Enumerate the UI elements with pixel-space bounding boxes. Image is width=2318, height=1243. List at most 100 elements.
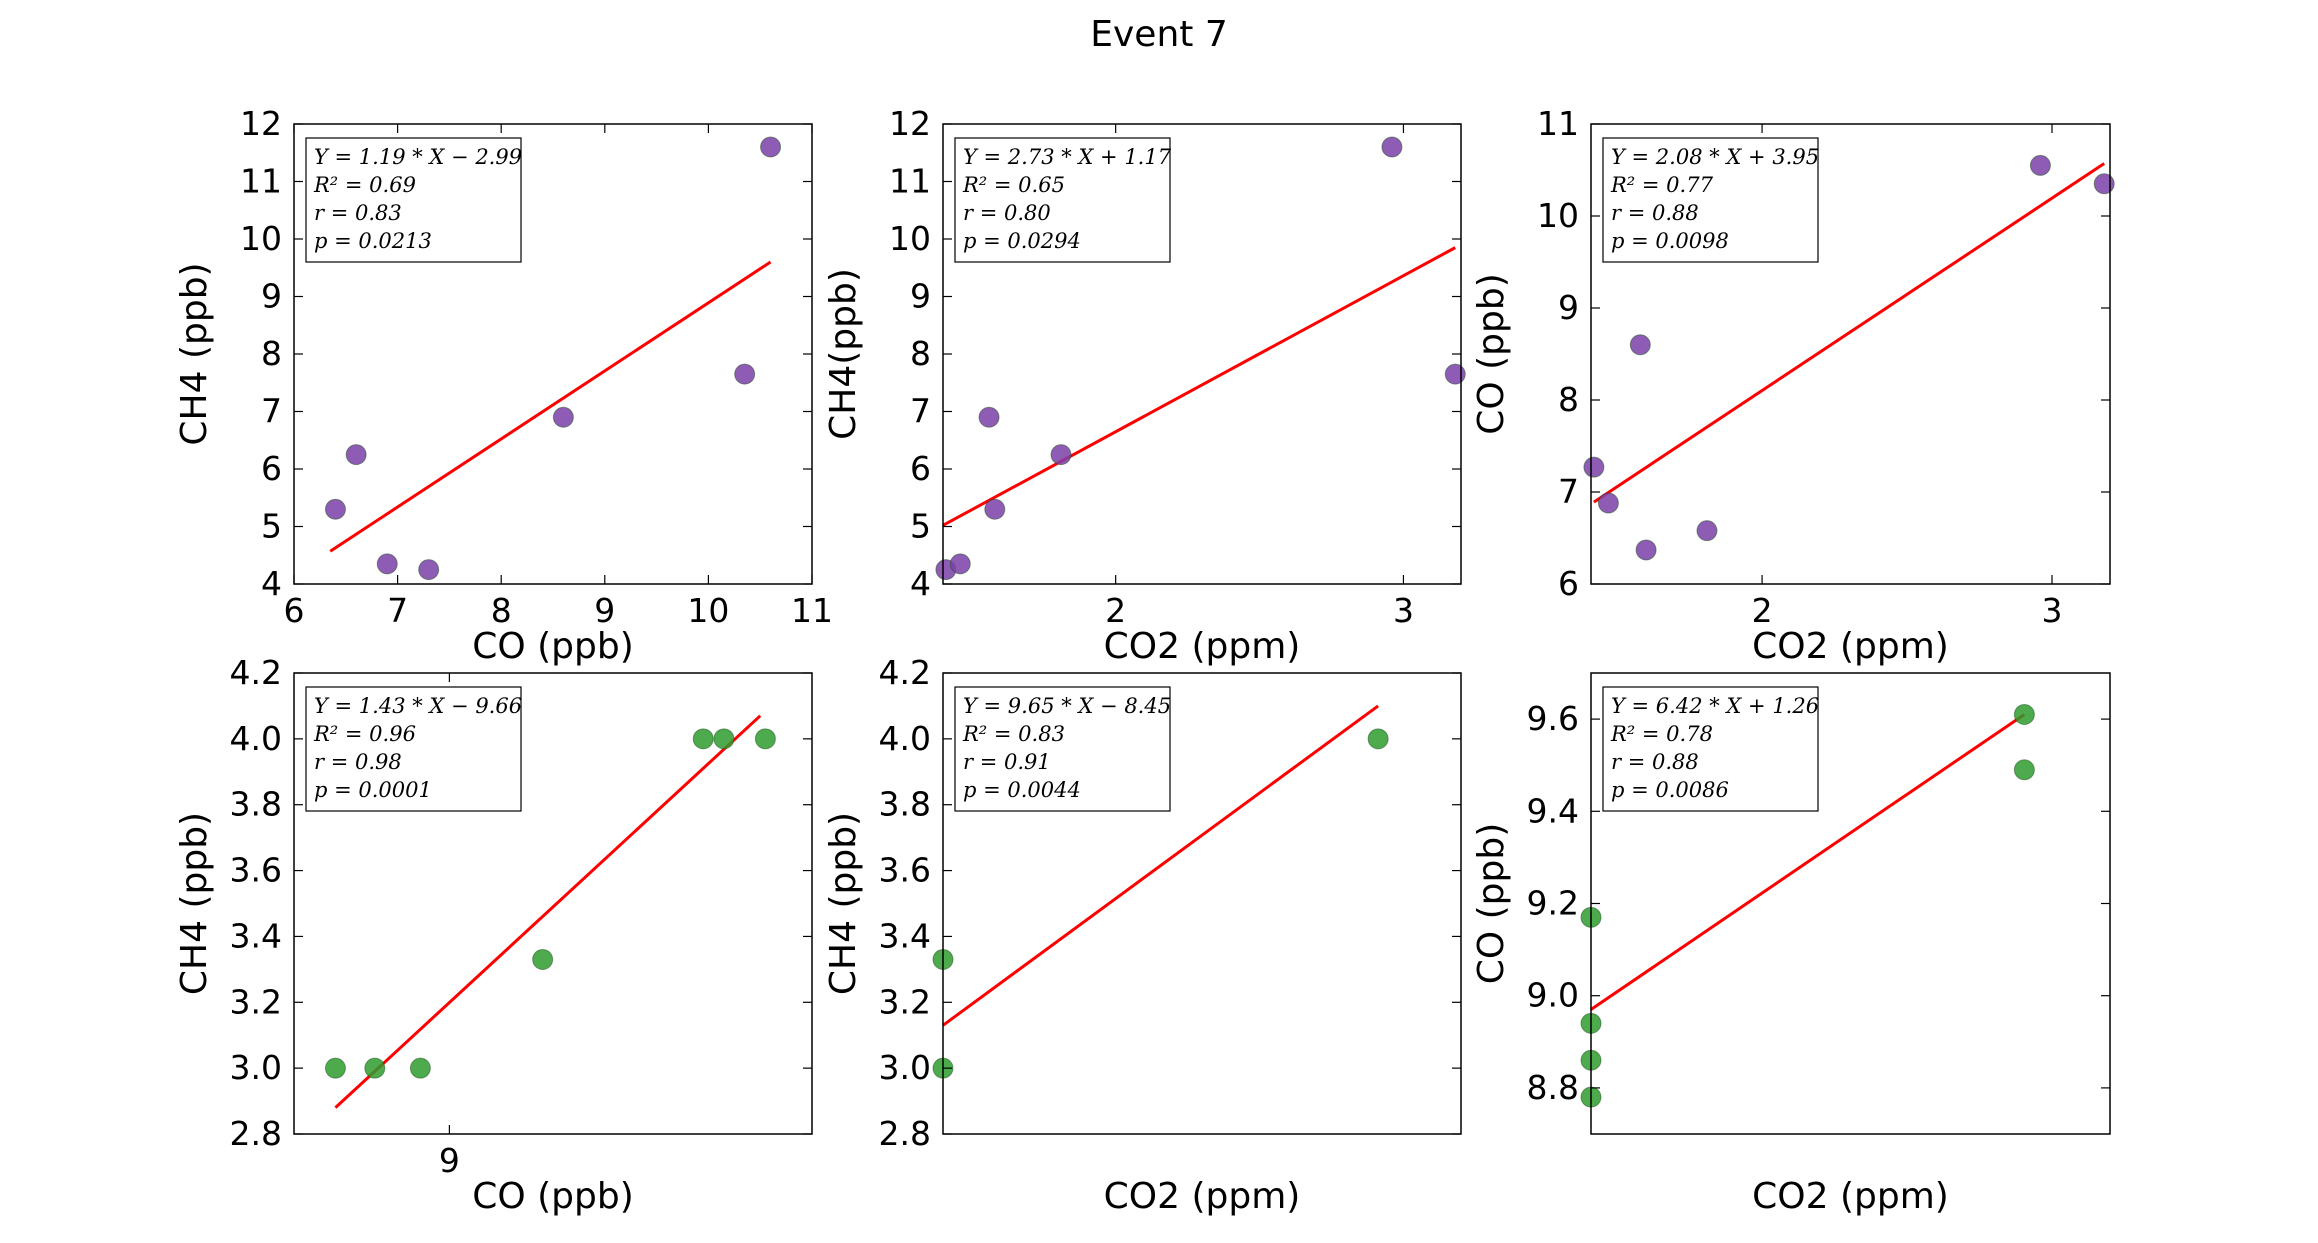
plot2-axes: 4 5 6 7 8 9 10 11 12 2 3 CO2 (ppm) CH4(ppb) Y = 2.73 …: [823, 104, 1466, 667]
plot3-ytick-label: 8: [1558, 380, 1579, 419]
plot5-frame: [942, 672, 1462, 1135]
plot5-axes: 2.8 3.0 3.2 3.4 3.6 3.8 4.0 4.2 CO2 (ppm) CH4 (pp…: [823, 653, 1462, 1217]
plot5-stats-text: Y = 9.65 * X − 8.45: [963, 694, 1171, 718]
plot4-point: [754, 728, 776, 750]
plot2-point: [1381, 136, 1403, 158]
plot1-stats-text: R² = 0.69: [313, 173, 416, 197]
plot2-stats-text: p = 0.0294: [963, 229, 1081, 253]
plot4-ylabel: CH4 (ppb): [174, 812, 215, 995]
plot4-stats-box: [305, 686, 522, 812]
plot5-ytick-label: 3.0: [879, 1048, 931, 1087]
plot3-stats-text: R² = 0.77: [1610, 173, 1714, 197]
plot3-stats-text: Y = 2.08 * X + 3.95: [1611, 145, 1819, 169]
plot1-ytick-label: 4: [261, 564, 282, 603]
plot3-point: [1696, 520, 1718, 542]
plot2-ytick-label: 12: [889, 104, 931, 143]
plot3-xtick-label: 3: [2042, 591, 2063, 630]
plot5-ytick-label: 3.6: [879, 851, 931, 890]
plot2-xtick-label: 3: [1393, 591, 1414, 630]
plot4-ytick-label: 3.4: [230, 916, 282, 955]
plot3-ytick-label: 11: [1537, 104, 1579, 143]
plot3-stats-text: r = 0.88: [1611, 201, 1699, 225]
plot4-ytick-label: 2.8: [230, 1114, 282, 1153]
plot5-ytick-label: 3.8: [879, 785, 931, 824]
plot5-point: [1367, 728, 1389, 750]
plot4-xlabel: CO (ppb): [472, 1176, 634, 1217]
plot6-stats-text: R² = 0.78: [1610, 722, 1713, 746]
plot5-ylabel: CH4 (ppb): [823, 812, 864, 995]
plot1-stats-text: p = 0.0213: [314, 229, 432, 253]
plot2-ytick-label: 10: [889, 219, 931, 258]
plot5-ytick-label: 3.2: [879, 982, 931, 1021]
plot5-stats-text: p = 0.0044: [963, 778, 1081, 802]
plot2-point: [949, 553, 971, 575]
plot6-ytick-label: 9.0: [1527, 976, 1579, 1015]
plot1-fit-line: [329, 260, 772, 553]
plot6-fit-line: [1590, 713, 2026, 1011]
plot1-ytick-label: 9: [261, 277, 282, 316]
plot3-xlabel: CO2 (ppm): [1752, 626, 1949, 667]
plot3-fit-line: [1593, 162, 2106, 504]
plot4-ytick-label: 3.2: [230, 982, 282, 1021]
plot3-xtick-label: 2: [1752, 591, 1773, 630]
plot1-point: [376, 553, 398, 575]
plot4-axes: 2.8 3.0 3.2 3.4 3.6 3.8 4.0 4.2 9 CO (ppb) CH4 (pp…: [174, 653, 813, 1217]
plot1-ytick-label: 12: [240, 104, 282, 143]
plot2-point: [978, 406, 1000, 428]
plot1-point: [345, 444, 367, 466]
plot2-stats-box: [954, 137, 1171, 263]
plot1-stats-box: [305, 137, 522, 263]
plot6-ytick-label: 8.8: [1527, 1068, 1579, 1107]
plot5-ytick-label: 2.8: [879, 1114, 931, 1153]
plot1-xtick-label: 9: [594, 591, 615, 630]
plot6-axes: 8.8 9.0 9.2 9.4 9.6 CO2 (ppm) CO (ppb) Y = 6.42…: [1471, 672, 2111, 1217]
plot4-point: [364, 1057, 386, 1079]
plot5-ytick-label: 3.4: [879, 916, 931, 955]
plot3-ytick-label: 7: [1558, 472, 1579, 511]
plot5-xlabel: CO2 (ppm): [1104, 1176, 1301, 1217]
plot1-axes: 4 5 6 7 8 9 10 11 12 6 7 8 9 10 11 CO (ppb) CH4 (ppb) Y =…: [174, 104, 833, 667]
plot2-ytick-label: 7: [910, 392, 931, 431]
plot3-point: [1583, 456, 1605, 478]
plot5-stats-text: R² = 0.83: [962, 722, 1065, 746]
plot2-ytick-label: 4: [910, 564, 931, 603]
plot6-ytick-label: 9.4: [1527, 791, 1579, 830]
plot3-ytick-label: 10: [1537, 196, 1579, 235]
plot3-stats-text: p = 0.0098: [1611, 229, 1729, 253]
plot4-stats-text: r = 0.98: [314, 750, 402, 774]
plot2-xtick-label: 2: [1105, 591, 1126, 630]
plot5-stats-text: r = 0.91: [963, 750, 1051, 774]
plot6-stats-text: Y = 6.42 * X + 1.26: [1611, 694, 1819, 718]
plot4-xtick-label: 9: [439, 1141, 460, 1180]
figure-title: Event 7: [1090, 14, 1228, 55]
plot2-ytick-label: 5: [910, 507, 931, 546]
plot1-xtick-label: 10: [687, 591, 729, 630]
plot1-ytick-label: 5: [261, 507, 282, 546]
plot2-xlabel: CO2 (ppm): [1104, 626, 1301, 667]
plot5-ytick-label: 4.0: [879, 719, 931, 758]
plot1-point: [324, 498, 346, 520]
plot4-point: [409, 1057, 431, 1079]
plot4-point: [532, 948, 554, 970]
plot1-xtick-label: 6: [284, 591, 305, 630]
plot2-point: [984, 498, 1006, 520]
plot4-point: [692, 728, 714, 750]
plot6-point: [2013, 759, 2035, 781]
plot2-stats-text: r = 0.80: [963, 201, 1051, 225]
plot6-ylabel: CO (ppb): [1471, 823, 1512, 985]
plot3-point: [1635, 539, 1657, 561]
plot5-fit-line: [942, 704, 1380, 1027]
plot3-ylabel: CO (ppb): [1471, 273, 1512, 435]
plot3-point: [1597, 492, 1619, 514]
plot2-stats-text: R² = 0.65: [962, 173, 1065, 197]
plot1-xtick-label: 8: [491, 591, 512, 630]
plot1-point: [552, 406, 574, 428]
plot2-point: [1444, 363, 1466, 385]
plot4-ytick-label: 3.0: [230, 1048, 282, 1087]
plot1-xtick-label: 11: [791, 591, 833, 630]
plot3-point: [1629, 334, 1651, 356]
plot1-ylabel: CH4 (ppb): [174, 262, 215, 445]
plot4-point: [713, 728, 735, 750]
